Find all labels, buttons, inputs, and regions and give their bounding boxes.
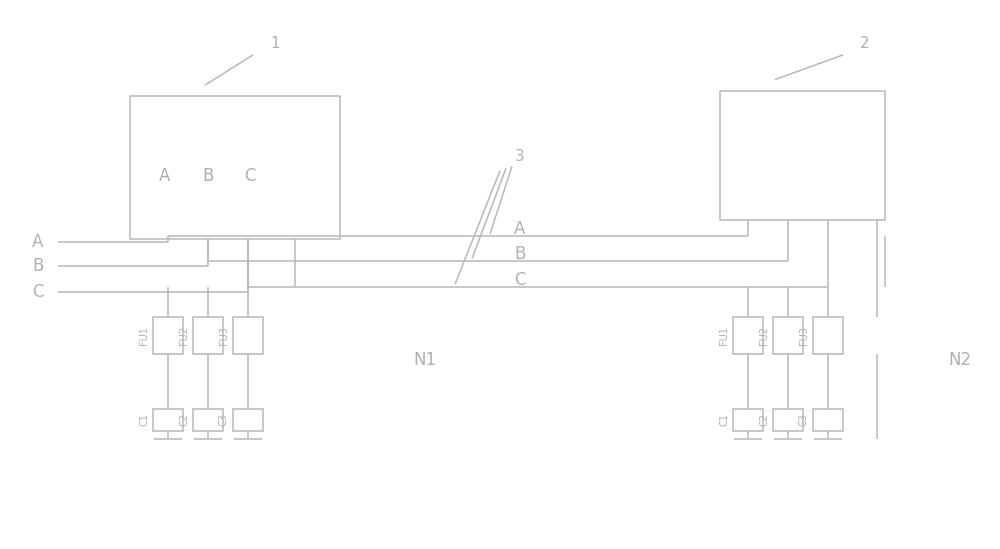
Text: A: A: [32, 233, 44, 250]
Text: FU1: FU1: [719, 326, 729, 345]
Text: N1: N1: [413, 351, 437, 368]
Text: A: A: [159, 167, 171, 184]
Text: FU1: FU1: [139, 326, 149, 345]
Text: C3: C3: [799, 413, 809, 427]
Text: C1: C1: [139, 413, 149, 427]
Bar: [733, 409, 763, 431]
Text: 2: 2: [860, 36, 870, 52]
Text: N2: N2: [948, 351, 972, 368]
Bar: [153, 409, 183, 431]
Bar: [233, 409, 263, 431]
Text: C3: C3: [219, 413, 229, 427]
Text: C: C: [514, 271, 526, 289]
Text: 1: 1: [270, 36, 280, 52]
Bar: [130, 96, 340, 239]
Text: FU3: FU3: [219, 326, 229, 345]
Bar: [193, 409, 223, 431]
Text: A: A: [514, 221, 526, 238]
Bar: [813, 317, 843, 354]
Bar: [193, 317, 223, 354]
Text: C2: C2: [759, 413, 769, 427]
Text: C: C: [32, 283, 44, 301]
Text: C1: C1: [719, 413, 729, 427]
Bar: [773, 409, 803, 431]
Bar: [153, 317, 183, 354]
Bar: [720, 91, 885, 220]
Text: C2: C2: [179, 413, 189, 427]
Bar: [813, 409, 843, 431]
Text: B: B: [202, 167, 214, 184]
Bar: [733, 317, 763, 354]
Bar: [233, 317, 263, 354]
Bar: [773, 317, 803, 354]
Text: C: C: [244, 167, 256, 184]
Text: FU2: FU2: [179, 326, 189, 345]
Text: B: B: [514, 245, 526, 263]
Text: B: B: [32, 257, 44, 275]
Text: FU2: FU2: [759, 326, 769, 345]
Text: FU3: FU3: [799, 326, 809, 345]
Text: 3: 3: [515, 149, 525, 164]
